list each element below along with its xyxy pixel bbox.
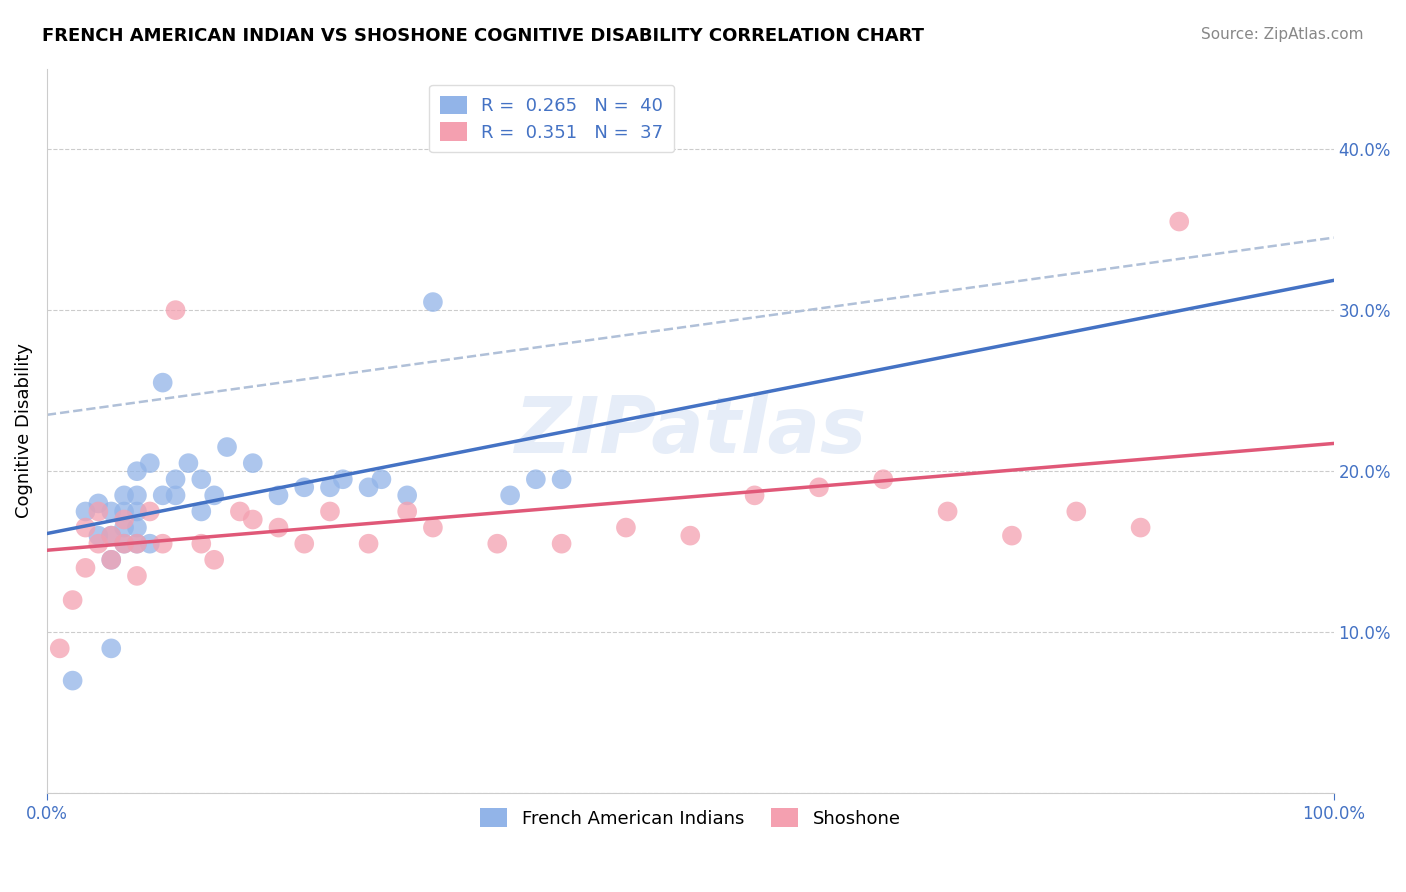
Point bbox=[87, 504, 110, 518]
Point bbox=[1064, 504, 1087, 518]
Point bbox=[125, 520, 148, 534]
Point bbox=[177, 456, 200, 470]
Point bbox=[62, 593, 84, 607]
Point bbox=[229, 504, 252, 518]
Text: Source: ZipAtlas.com: Source: ZipAtlas.com bbox=[1201, 27, 1364, 42]
Point bbox=[267, 520, 290, 534]
Point bbox=[524, 472, 547, 486]
Point bbox=[112, 512, 135, 526]
Point bbox=[357, 480, 380, 494]
Point bbox=[125, 537, 148, 551]
Point bbox=[75, 561, 97, 575]
Point bbox=[87, 537, 110, 551]
Point bbox=[165, 472, 187, 486]
Point bbox=[1001, 528, 1024, 542]
Point bbox=[396, 504, 419, 518]
Point bbox=[292, 480, 315, 494]
Text: FRENCH AMERICAN INDIAN VS SHOSHONE COGNITIVE DISABILITY CORRELATION CHART: FRENCH AMERICAN INDIAN VS SHOSHONE COGNI… bbox=[42, 27, 924, 45]
Point bbox=[100, 553, 122, 567]
Point bbox=[422, 295, 444, 310]
Text: ZIPatlas: ZIPatlas bbox=[515, 393, 866, 469]
Point bbox=[370, 472, 392, 486]
Point bbox=[550, 472, 572, 486]
Point bbox=[100, 528, 122, 542]
Point bbox=[267, 488, 290, 502]
Point bbox=[49, 641, 72, 656]
Point bbox=[202, 488, 225, 502]
Point bbox=[112, 520, 135, 534]
Legend: French American Indians, Shoshone: French American Indians, Shoshone bbox=[472, 801, 908, 835]
Point bbox=[75, 520, 97, 534]
Point bbox=[215, 440, 238, 454]
Point bbox=[100, 528, 122, 542]
Point bbox=[242, 456, 264, 470]
Point bbox=[125, 569, 148, 583]
Point bbox=[319, 504, 342, 518]
Point bbox=[486, 537, 509, 551]
Point bbox=[139, 504, 162, 518]
Point bbox=[125, 464, 148, 478]
Point bbox=[396, 488, 419, 502]
Point bbox=[125, 537, 148, 551]
Point bbox=[242, 512, 264, 526]
Point bbox=[112, 537, 135, 551]
Point bbox=[139, 456, 162, 470]
Point bbox=[1168, 214, 1191, 228]
Point bbox=[614, 520, 637, 534]
Point bbox=[679, 528, 702, 542]
Point bbox=[319, 480, 342, 494]
Point bbox=[292, 537, 315, 551]
Point bbox=[744, 488, 766, 502]
Point bbox=[1129, 520, 1152, 534]
Point bbox=[190, 504, 212, 518]
Point bbox=[100, 504, 122, 518]
Point bbox=[872, 472, 894, 486]
Point bbox=[165, 303, 187, 318]
Point bbox=[190, 537, 212, 551]
Point bbox=[125, 488, 148, 502]
Point bbox=[125, 504, 148, 518]
Point bbox=[112, 537, 135, 551]
Y-axis label: Cognitive Disability: Cognitive Disability bbox=[15, 343, 32, 518]
Point bbox=[152, 537, 174, 551]
Point bbox=[87, 528, 110, 542]
Point bbox=[550, 537, 572, 551]
Point bbox=[357, 537, 380, 551]
Point bbox=[422, 520, 444, 534]
Point bbox=[112, 488, 135, 502]
Point bbox=[62, 673, 84, 688]
Point bbox=[332, 472, 354, 486]
Point bbox=[87, 496, 110, 510]
Point bbox=[202, 553, 225, 567]
Point bbox=[100, 553, 122, 567]
Point bbox=[100, 641, 122, 656]
Point bbox=[936, 504, 959, 518]
Point bbox=[499, 488, 522, 502]
Point bbox=[112, 504, 135, 518]
Point bbox=[190, 472, 212, 486]
Point bbox=[807, 480, 830, 494]
Point bbox=[75, 504, 97, 518]
Point bbox=[139, 537, 162, 551]
Point bbox=[165, 488, 187, 502]
Point bbox=[152, 376, 174, 390]
Point bbox=[152, 488, 174, 502]
